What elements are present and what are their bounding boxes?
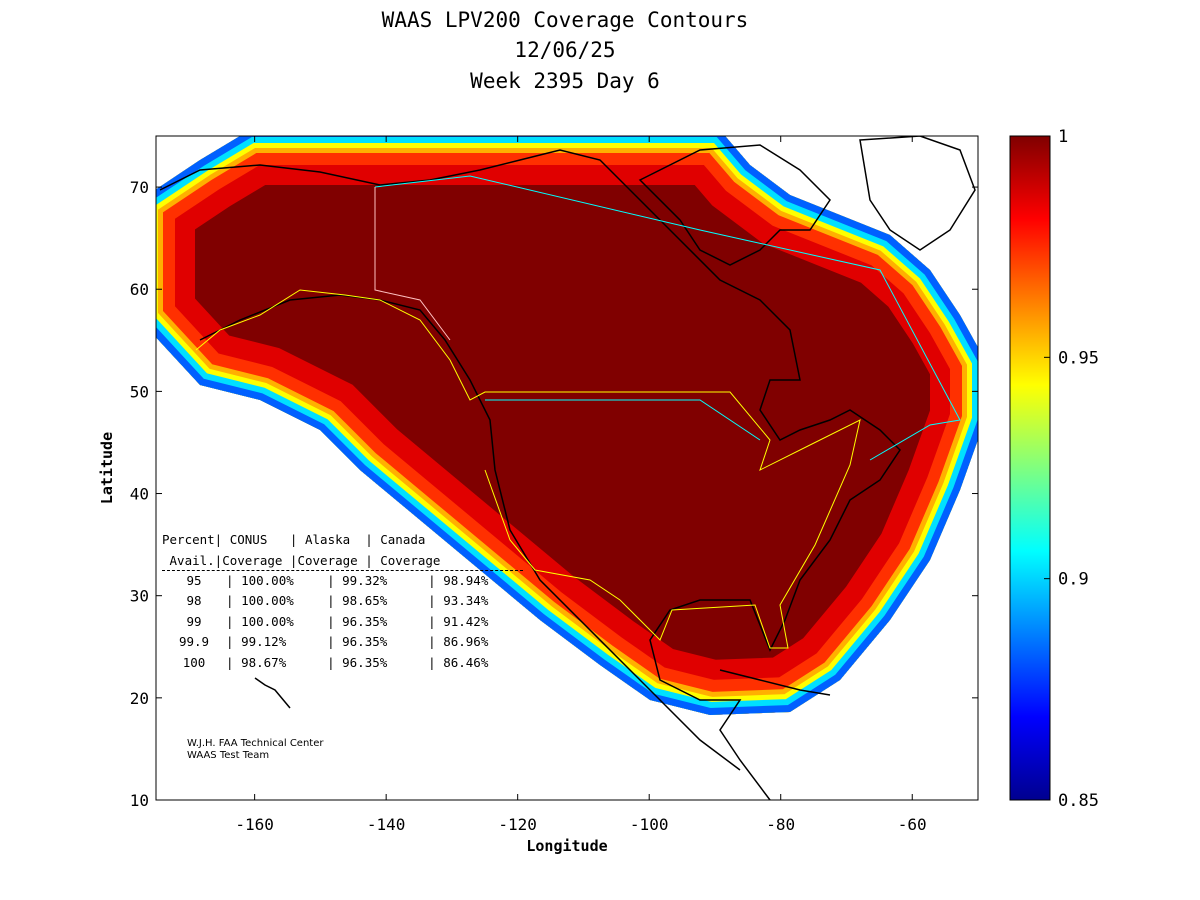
title-line-1: WAAS LPV200 Coverage Contours	[381, 8, 749, 32]
table-header-2: Avail.|Coverage |Coverage | Coverage	[162, 551, 524, 571]
table-separator: |	[327, 654, 343, 670]
table-cell-alaska: 96.35%	[342, 613, 388, 629]
credit-line-2: WAAS Test Team	[187, 750, 270, 761]
table-separator: |	[327, 593, 343, 608]
table-cell-conus: 100.00%	[241, 613, 294, 629]
table-separator: |	[226, 654, 242, 670]
x-tick-label: -100	[630, 815, 669, 834]
table-row: 99.9 | 99.12% | 96.35% | 86.96%	[162, 632, 523, 653]
colorbar-tick-label: 0.9	[1058, 570, 1089, 590]
table-cell-avail: 99	[186, 613, 202, 629]
colorbar	[1009, 135, 1051, 801]
table-cell-alaska: 98.65%	[342, 593, 388, 608]
table-separator: |	[226, 572, 242, 588]
alaska-canada-border	[374, 187, 451, 341]
x-tick-label: -60	[898, 815, 927, 834]
y-tick-label: 60	[130, 280, 149, 299]
table-cell-canada: 91.42%	[443, 613, 489, 629]
table-header-1: Percent| CONUS | Alaska | Canada	[162, 532, 426, 547]
coverage-region	[156, 136, 978, 715]
table-separator: |	[327, 613, 343, 629]
colorbar-tick-label: 0.85	[1058, 791, 1099, 811]
table-separator: |	[226, 634, 242, 649]
table-cell-canada: 86.96%	[443, 634, 489, 649]
table-cell-avail: 100	[182, 654, 206, 670]
coastlines	[159, 136, 976, 800]
table-cell-conus: 99.12%	[241, 634, 287, 649]
x-tick-label: -140	[367, 815, 406, 834]
x-tick-label: -160	[235, 815, 274, 834]
table-row: 95 | 100.00% | 99.32% | 98.94%	[162, 571, 523, 592]
table-row: 100 | 98.67% | 96.35% | 86.46%	[162, 653, 523, 674]
table-cell-canada: 93.34%	[443, 593, 489, 608]
table-cell-conus: 100.00%	[241, 593, 294, 608]
table-cell-alaska: 96.35%	[342, 634, 388, 649]
x-axis-label: Longitude	[526, 837, 607, 855]
table-row: 99 | 100.00% | 96.35% | 91.42%	[162, 612, 523, 633]
title-line-2: 12/06/25	[514, 38, 616, 62]
title-line-3: Week 2395 Day 6	[470, 69, 660, 93]
table-cell-conus: 100.00%	[241, 572, 294, 588]
y-tick-label: 10	[130, 791, 149, 810]
coverage-table: Percent| CONUS | Alaska | Canada Avail.|…	[162, 530, 524, 674]
table-separator: |	[428, 634, 444, 649]
table-separator: |	[226, 593, 242, 608]
table-cell-avail: 98	[186, 593, 202, 608]
credit: W.J.H. FAA Technical Center WAAS Test Te…	[187, 738, 323, 762]
table-separator: |	[226, 613, 242, 629]
table-cell-alaska: 96.35%	[342, 654, 388, 670]
coverage-contours	[156, 136, 978, 800]
table-cell-conus: 98.67%	[241, 654, 287, 670]
table-separator: |	[428, 654, 444, 670]
table-cell-canada: 86.46%	[443, 654, 489, 670]
colorbar-tick-label: 1	[1058, 127, 1068, 147]
x-tick-label: -80	[766, 815, 795, 834]
table-separator: |	[428, 572, 444, 588]
y-tick-label: 50	[130, 382, 149, 401]
us-canada-border	[485, 399, 761, 441]
credit-line-1: W.J.H. FAA Technical Center	[187, 738, 324, 749]
table-row: 98 | 100.00% | 98.65% | 93.34%	[162, 591, 523, 612]
y-tick-label: 40	[130, 485, 149, 504]
y-tick-label: 30	[130, 587, 149, 606]
table-separator: |	[327, 572, 343, 588]
y-axis-label: Latitude	[98, 432, 116, 504]
conus-alaska-boundary	[195, 289, 861, 649]
table-cell-alaska: 99.32%	[342, 572, 388, 588]
x-tick-label: -120	[498, 815, 537, 834]
colorbar-tick-label: 0.95	[1058, 348, 1099, 368]
table-cell-avail: 99.9	[178, 634, 210, 649]
table-cell-avail: 95	[186, 572, 202, 588]
table-separator: |	[428, 613, 444, 629]
plot-frame	[155, 135, 979, 801]
table-separator: |	[327, 634, 343, 649]
canada-boundary	[374, 175, 961, 461]
y-tick-label: 70	[130, 178, 149, 197]
table-separator: |	[428, 593, 444, 608]
table-cell-canada: 98.94%	[443, 572, 489, 588]
y-tick-label: 20	[130, 689, 149, 708]
